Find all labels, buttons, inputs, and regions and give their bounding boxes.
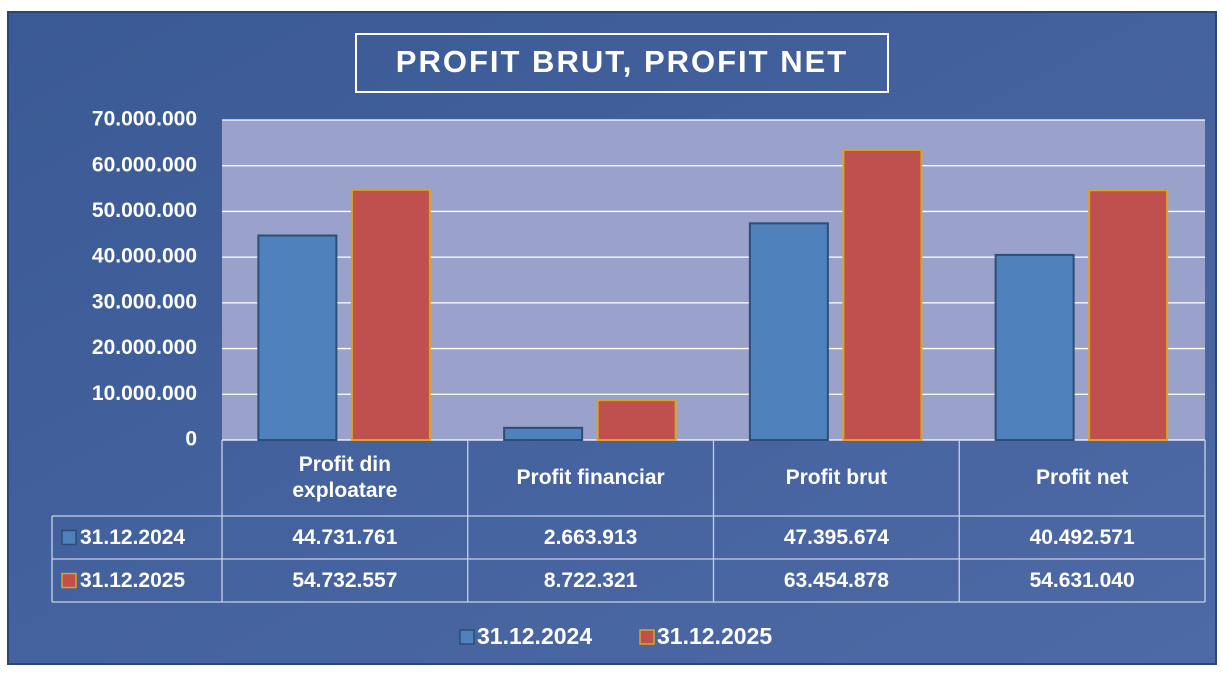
table-cell: 47.395.674 bbox=[784, 526, 889, 549]
x-tick-label: Profit net bbox=[1036, 466, 1129, 489]
x-tick-label: Profit brut bbox=[785, 466, 888, 489]
bar bbox=[596, 399, 677, 441]
y-tick-label: 70.000.000 bbox=[92, 108, 197, 131]
bar bbox=[748, 222, 829, 441]
table-cell: 54.732.557 bbox=[292, 569, 397, 592]
legend-label: 31.12.2025 bbox=[657, 623, 772, 649]
table-row-label: 31.12.2025 bbox=[80, 569, 185, 592]
bar bbox=[350, 188, 431, 441]
legend-key bbox=[459, 629, 475, 645]
legend-key bbox=[61, 529, 77, 546]
x-tick-label: Profit din exploatare bbox=[292, 453, 398, 502]
legend-key bbox=[61, 572, 77, 589]
table-cell: 2.663.913 bbox=[544, 526, 637, 549]
category-header: Profit net bbox=[1036, 466, 1129, 489]
y-tick-label: 40.000.000 bbox=[92, 245, 197, 268]
y-tick-label: 0 bbox=[185, 428, 197, 451]
table-cell: 63.454.878 bbox=[784, 569, 889, 592]
bar bbox=[503, 426, 584, 442]
table-cell: 8.722.321 bbox=[544, 569, 638, 592]
y-tick-label: 60.000.000 bbox=[92, 153, 197, 176]
chart-title: PROFIT BRUT, PROFIT NET bbox=[396, 44, 848, 79]
table-row-label: 31.12.2024 bbox=[80, 526, 185, 549]
y-tick-label: 20.000.000 bbox=[92, 336, 197, 359]
category-header: Profit brut bbox=[785, 466, 888, 489]
table-cell: 40.492.571 bbox=[1030, 526, 1135, 549]
y-tick-label: 30.000.000 bbox=[92, 290, 197, 313]
bar bbox=[1088, 189, 1169, 441]
table-cell: 44.731.761 bbox=[292, 526, 397, 549]
bar bbox=[994, 253, 1075, 441]
x-tick-label: Profit financiar bbox=[516, 466, 665, 489]
table-cell: 54.631.040 bbox=[1030, 569, 1135, 592]
legend-key bbox=[639, 629, 655, 645]
bar bbox=[257, 234, 338, 441]
y-tick-label: 10.000.000 bbox=[92, 382, 197, 405]
y-tick-label: 50.000.000 bbox=[92, 199, 197, 222]
category-header: Profit financiar bbox=[516, 466, 665, 489]
title-box bbox=[355, 33, 889, 93]
category-header: Profit din exploatare bbox=[292, 453, 398, 502]
legend-label: 31.12.2024 bbox=[477, 623, 592, 649]
bar bbox=[842, 148, 923, 441]
